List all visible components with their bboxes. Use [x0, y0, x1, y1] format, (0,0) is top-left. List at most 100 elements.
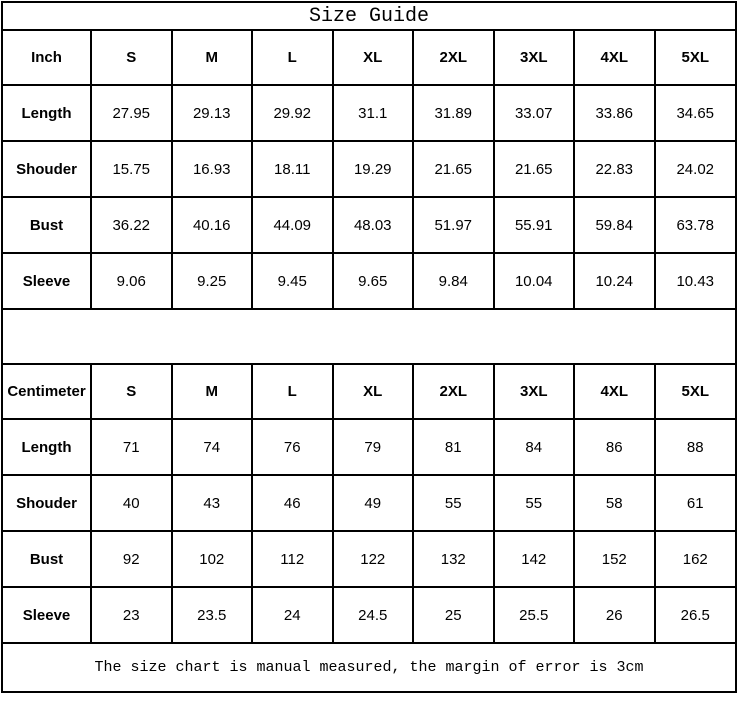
value-cell: 61: [654, 475, 735, 532]
value-cell: 24: [252, 587, 334, 644]
value-cell: 86: [574, 419, 656, 476]
value-cell: 29.92: [252, 85, 334, 142]
value-cell: 132: [413, 531, 495, 588]
size-header-cell: S: [91, 365, 173, 420]
value-cell: 71: [91, 419, 173, 476]
size-header-cell: XL: [332, 31, 414, 86]
value-cell: 24.5: [332, 587, 414, 644]
size-header-cell: 4XL: [574, 365, 656, 420]
value-cell: 9.84: [413, 253, 495, 310]
value-cell: 10.24: [574, 253, 656, 310]
value-cell: 40.16: [171, 197, 253, 254]
value-cell: 112: [252, 531, 334, 588]
value-cell: 21.65: [493, 141, 575, 198]
size-header-cell: M: [171, 31, 253, 86]
table-row: Length 71 74 76 79 81 84 86 88: [3, 419, 735, 476]
size-header-cell: 3XL: [493, 31, 575, 86]
value-cell: 25: [413, 587, 495, 644]
value-cell: 122: [332, 531, 414, 588]
centimeter-table: Centimeter S M L XL 2XL 3XL 4XL 5XL Leng…: [3, 365, 735, 644]
row-label: Shouder: [3, 475, 92, 532]
value-cell: 23.5: [171, 587, 253, 644]
value-cell: 22.83: [574, 141, 656, 198]
value-cell: 34.65: [654, 85, 735, 142]
value-cell: 46: [252, 475, 334, 532]
value-cell: 33.86: [574, 85, 656, 142]
value-cell: 10.04: [493, 253, 575, 310]
unit-header-cell: Inch: [3, 31, 92, 86]
value-cell: 31.1: [332, 85, 414, 142]
value-cell: 142: [493, 531, 575, 588]
value-cell: 15.75: [91, 141, 173, 198]
value-cell: 36.22: [91, 197, 173, 254]
value-cell: 152: [574, 531, 656, 588]
size-header-cell: XL: [332, 365, 414, 420]
size-header-cell: M: [171, 365, 253, 420]
table-row: Bust 36.22 40.16 44.09 48.03 51.97 55.91…: [3, 197, 735, 254]
inch-header-row: Inch S M L XL 2XL 3XL 4XL 5XL: [3, 31, 735, 86]
value-cell: 55: [493, 475, 575, 532]
value-cell: 76: [252, 419, 334, 476]
value-cell: 26.5: [654, 587, 735, 644]
value-cell: 79: [332, 419, 414, 476]
size-header-cell: 2XL: [413, 31, 495, 86]
table-row: Bust 92 102 112 122 132 142 152 162: [3, 531, 735, 588]
value-cell: 102: [171, 531, 253, 588]
value-cell: 21.65: [413, 141, 495, 198]
value-cell: 84: [493, 419, 575, 476]
value-cell: 81: [413, 419, 495, 476]
value-cell: 23: [91, 587, 173, 644]
table-row: Sleeve 23 23.5 24 24.5 25 25.5 26 26.5: [3, 587, 735, 644]
size-header-cell: 5XL: [654, 365, 735, 420]
row-label: Length: [3, 85, 92, 142]
table-row: Shouder 15.75 16.93 18.11 19.29 21.65 21…: [3, 141, 735, 198]
value-cell: 44.09: [252, 197, 334, 254]
unit-header-cell: Centimeter: [3, 365, 92, 420]
row-label: Sleeve: [3, 253, 92, 310]
size-header-cell: S: [91, 31, 173, 86]
size-header-cell: L: [252, 31, 334, 86]
value-cell: 9.25: [171, 253, 253, 310]
size-header-cell: 2XL: [413, 365, 495, 420]
row-label: Length: [3, 419, 92, 476]
value-cell: 49: [332, 475, 414, 532]
value-cell: 59.84: [574, 197, 656, 254]
value-cell: 40: [91, 475, 173, 532]
value-cell: 9.06: [91, 253, 173, 310]
value-cell: 74: [171, 419, 253, 476]
value-cell: 162: [654, 531, 735, 588]
value-cell: 9.65: [332, 253, 414, 310]
value-cell: 26: [574, 587, 656, 644]
value-cell: 25.5: [493, 587, 575, 644]
value-cell: 55: [413, 475, 495, 532]
value-cell: 27.95: [91, 85, 173, 142]
row-label: Bust: [3, 531, 92, 588]
value-cell: 10.43: [654, 253, 735, 310]
value-cell: 33.07: [493, 85, 575, 142]
size-header-cell: L: [252, 365, 334, 420]
value-cell: 51.97: [413, 197, 495, 254]
table-row: Length 27.95 29.13 29.92 31.1 31.89 33.0…: [3, 85, 735, 142]
value-cell: 58: [574, 475, 656, 532]
row-label: Bust: [3, 197, 92, 254]
table-row: Shouder 40 43 46 49 55 55 58 61: [3, 475, 735, 532]
value-cell: 24.02: [654, 141, 735, 198]
value-cell: 43: [171, 475, 253, 532]
value-cell: 48.03: [332, 197, 414, 254]
size-header-cell: 4XL: [574, 31, 656, 86]
table-row: Sleeve 9.06 9.25 9.45 9.65 9.84 10.04 10…: [3, 253, 735, 310]
value-cell: 31.89: [413, 85, 495, 142]
row-label: Sleeve: [3, 587, 92, 644]
value-cell: 16.93: [171, 141, 253, 198]
table-spacer: [3, 310, 735, 365]
value-cell: 55.91: [493, 197, 575, 254]
cm-header-row: Centimeter S M L XL 2XL 3XL 4XL 5XL: [3, 365, 735, 420]
inch-table: Inch S M L XL 2XL 3XL 4XL 5XL Length 27.…: [3, 31, 735, 310]
row-label: Shouder: [3, 141, 92, 198]
value-cell: 19.29: [332, 141, 414, 198]
value-cell: 88: [654, 419, 735, 476]
size-header-cell: 5XL: [654, 31, 735, 86]
value-cell: 29.13: [171, 85, 253, 142]
page-title: Size Guide: [3, 3, 735, 31]
